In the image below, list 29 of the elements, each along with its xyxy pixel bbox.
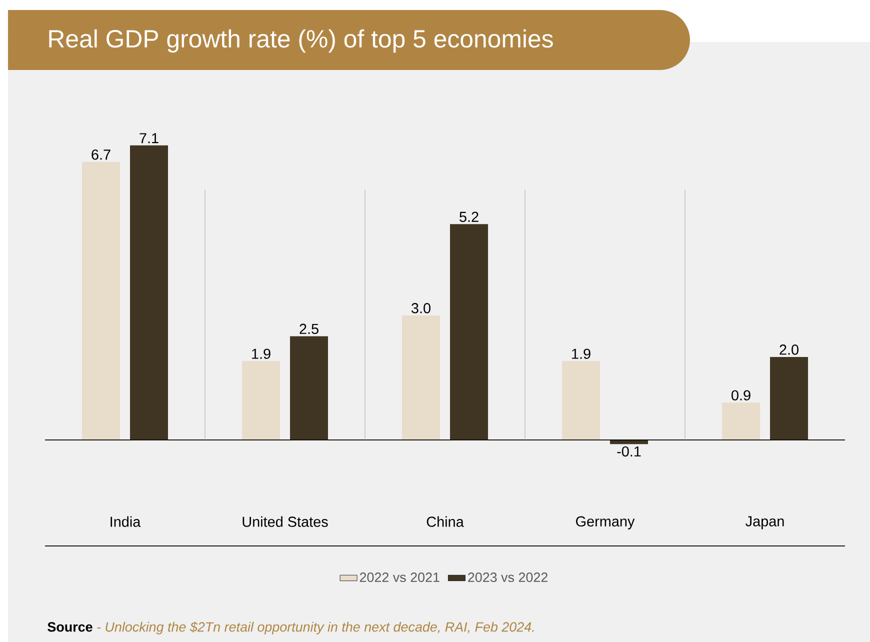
bar (770, 356, 808, 440)
legend-label: 2023 vs 2022 (468, 572, 548, 582)
data-label: 6.7 (92, 150, 110, 160)
data-label: 1.9 (252, 348, 270, 359)
x-tick-label: United States (242, 516, 328, 527)
data-label: -0.1 (617, 446, 641, 457)
data-label: 2.0 (780, 344, 798, 355)
data-label: 0.9 (732, 390, 750, 400)
bar (130, 145, 168, 440)
bar (82, 162, 120, 440)
text: Source (48, 622, 92, 632)
data-label: 5.2 (460, 212, 478, 222)
x-tick-label: Japan (746, 516, 784, 530)
data-label: 2.5 (300, 324, 318, 334)
data-label: 3.0 (412, 303, 430, 314)
bar (242, 361, 280, 440)
data-label: 1.9 (572, 348, 590, 359)
x-tick-label: China (426, 516, 464, 527)
bar (402, 315, 440, 440)
chart-title: Real GDP growth rate (%) of top 5 economies (49, 29, 553, 53)
x-tick-label: India (110, 516, 141, 527)
bar (562, 361, 600, 440)
bar (450, 224, 488, 440)
bar (722, 402, 760, 440)
text: - Unlocking the $2Tn retail opportunity in the next decade, RAI, Feb 2024. (97, 622, 534, 634)
bar (290, 336, 328, 440)
x-tick-label: Germany (576, 516, 635, 530)
legend-label: 2022 vs 2021 (360, 572, 440, 582)
data-label: 7.1 (140, 133, 158, 144)
